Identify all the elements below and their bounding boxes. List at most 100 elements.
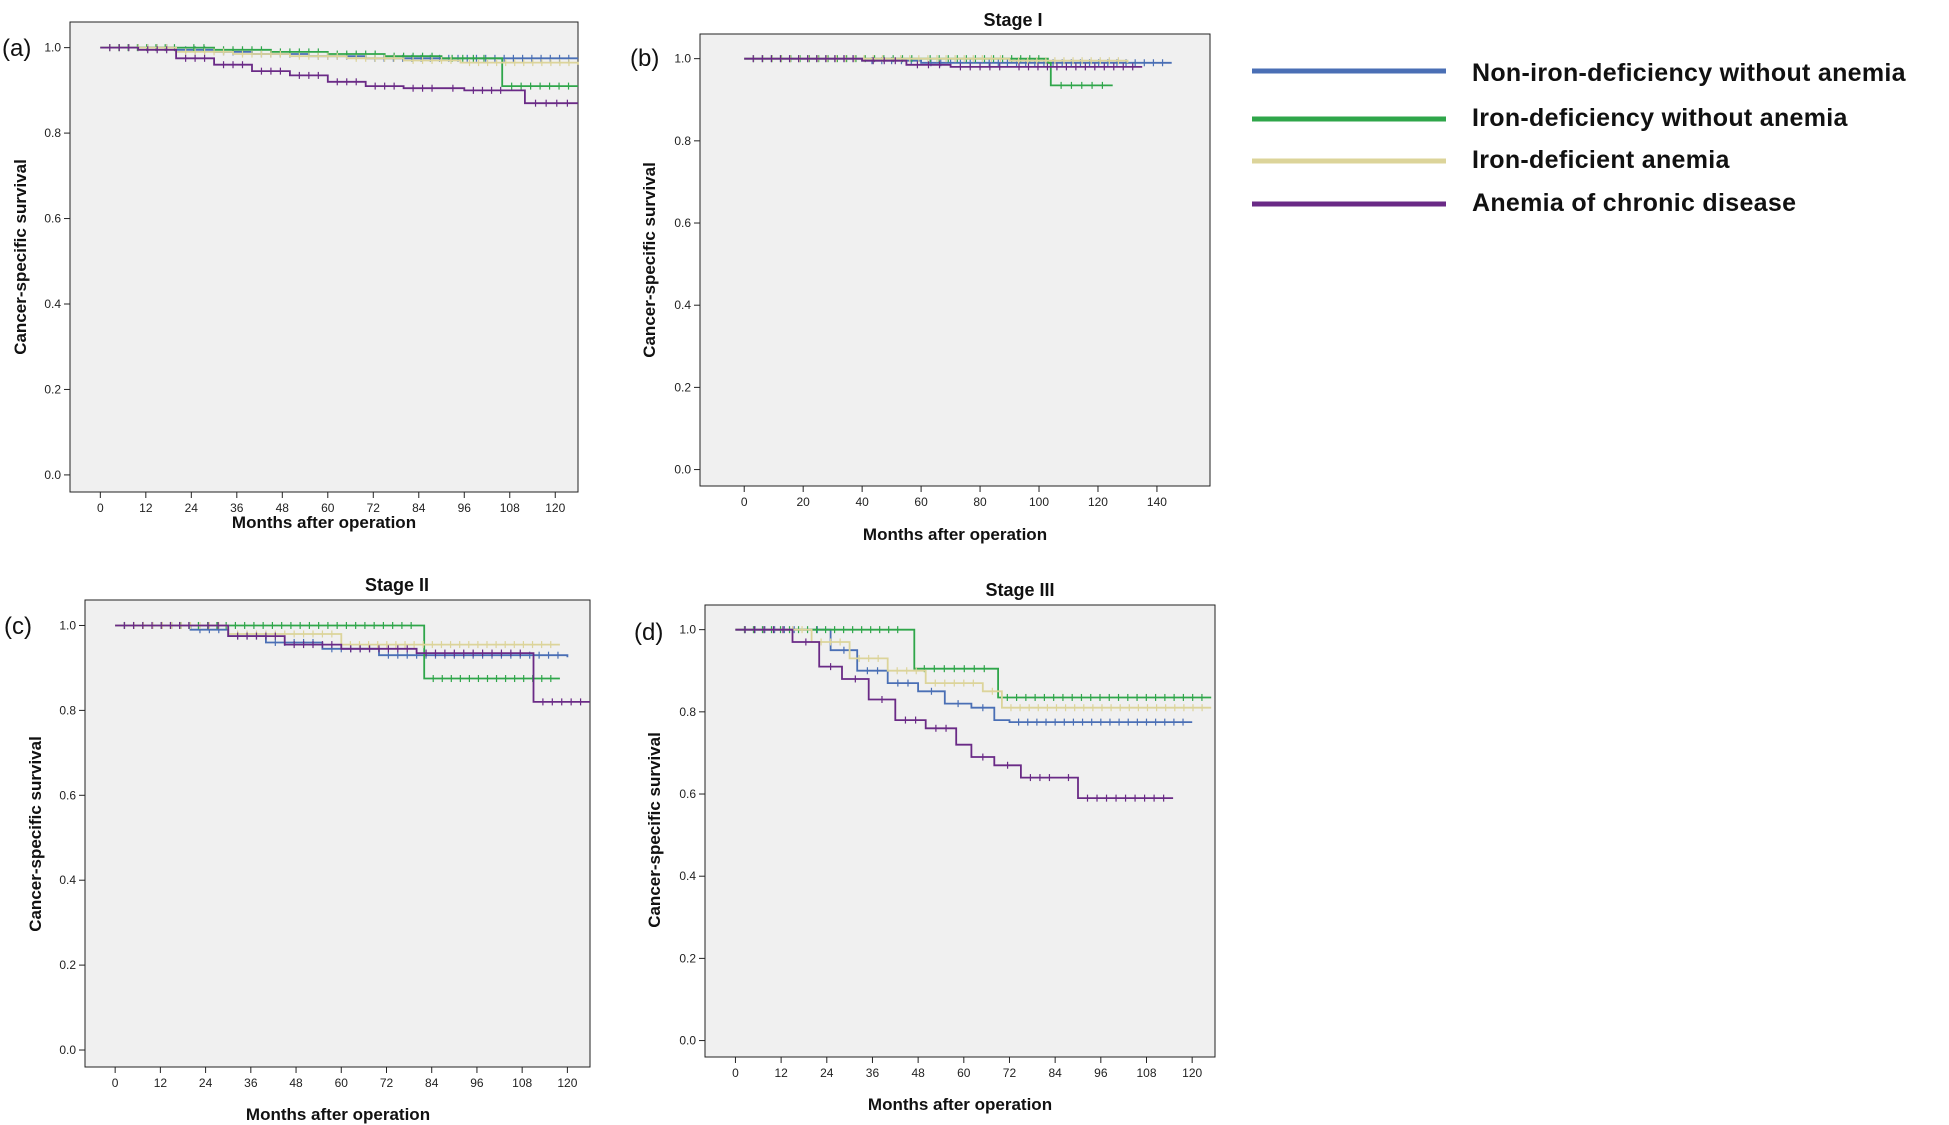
panel-c-title: Stage II	[365, 575, 429, 595]
x-tick-label: 36	[230, 501, 244, 515]
y-tick-label: 0.4	[674, 298, 691, 312]
x-tick-label: 120	[1088, 495, 1108, 509]
x-tick-label: 0	[112, 1076, 119, 1090]
x-tick-label: 72	[380, 1076, 394, 1090]
panel-a-series-group	[100, 44, 579, 107]
y-tick-label: 0.0	[679, 1034, 696, 1048]
x-tick-label: 48	[911, 1066, 925, 1080]
x-tick-label: 24	[185, 501, 199, 515]
y-tick-label: 0.6	[44, 212, 61, 226]
y-tick-label: 0.2	[679, 951, 696, 965]
panel-c-y-axis-title: Cancer-specific survival	[26, 736, 45, 932]
x-tick-label: 0	[741, 495, 748, 509]
panel-b-ticks: 0 20 40 60 80 100 120 140 0.0 0.2 0.4 0.6 0.8 1.0	[674, 52, 1167, 509]
panel-d-label: (d)	[634, 619, 663, 646]
y-tick-label: 0.0	[44, 468, 61, 482]
x-tick-label: 84	[1048, 1066, 1062, 1080]
y-tick-label: 0.6	[679, 787, 696, 801]
x-tick-label: 108	[512, 1076, 532, 1090]
x-tick-label: 12	[154, 1076, 168, 1090]
x-tick-label: 48	[276, 501, 290, 515]
survival-curve	[115, 624, 590, 703]
panel-d-plot-area	[704, 604, 1216, 1058]
y-tick-label: 0.2	[674, 380, 691, 394]
panel-b-series-group	[744, 55, 1172, 89]
panel-c-series-group	[115, 621, 590, 706]
x-tick-label: 12	[774, 1066, 788, 1080]
x-tick-label: 36	[866, 1066, 880, 1080]
panel-b-plot-area	[699, 33, 1211, 487]
survival-curve	[744, 57, 1129, 63]
x-tick-label: 84	[425, 1076, 439, 1090]
panel-c-label: (c)	[4, 613, 32, 640]
panel-d-x-axis-title: Months after operation	[868, 1095, 1052, 1114]
survival-curve	[115, 624, 569, 658]
x-tick-label: 48	[289, 1076, 303, 1090]
panel-b-title: Stage I	[983, 10, 1042, 30]
x-tick-label: 72	[367, 501, 381, 515]
x-tick-label: 120	[557, 1076, 577, 1090]
legend-label-iron-deficiency: Iron-deficiency without anemia	[1472, 104, 1849, 132]
x-tick-label: 84	[412, 501, 426, 515]
panel-d: Stage III (d) Months after operation Can…	[634, 580, 1216, 1114]
y-tick-label: 0.8	[679, 705, 696, 719]
panel-c-x-axis-title: Months after operation	[246, 1105, 430, 1124]
x-tick-label: 96	[458, 501, 472, 515]
survival-curve	[735, 628, 1174, 799]
panel-d-y-axis-title: Cancer-specific survival	[645, 732, 664, 928]
censor-marks	[123, 621, 582, 706]
x-tick-label: 120	[1182, 1066, 1202, 1080]
x-tick-label: 72	[1003, 1066, 1017, 1080]
x-tick-label: 140	[1147, 495, 1167, 509]
panel-a-ticks: 0 12 24 36 48 60 72 84 96 108 120 0.0 0.2 0.4 0.6 0.8 1.…	[44, 41, 565, 515]
panel-a: (a) Months after operation Cancer-specif…	[2, 21, 579, 532]
y-tick-label: 0.8	[59, 703, 76, 717]
panel-c: Stage II (c) Months after operation Canc…	[4, 575, 591, 1124]
survival-curve	[735, 628, 1193, 723]
legend-label-iron-deficient-anemia: Iron-deficient anemia	[1472, 146, 1731, 174]
x-tick-label: 108	[500, 501, 520, 515]
panel-c-ticks: 0 12 24 36 48 60 72 84 96 108 120 0.0 0.2 0.4 0.6 0.8 1.…	[59, 618, 577, 1090]
x-tick-label: 120	[545, 501, 565, 515]
panel-d-series-group	[735, 626, 1212, 802]
panel-a-x-axis-title: Months after operation	[232, 513, 416, 532]
y-tick-label: 1.0	[59, 618, 76, 632]
x-tick-label: 60	[914, 495, 928, 509]
panel-b: Stage I (b) Months after operation Cance…	[630, 10, 1211, 544]
panel-a-plot-area	[69, 21, 579, 493]
y-tick-label: 0.4	[679, 869, 696, 883]
x-tick-label: 100	[1029, 495, 1049, 509]
censor-marks	[752, 55, 1134, 71]
panel-b-x-axis-title: Months after operation	[863, 525, 1047, 544]
survival-curve	[100, 46, 578, 105]
x-tick-label: 80	[973, 495, 987, 509]
legend-label-non-iron-deficiency: Non-iron-deficiency without anemia	[1472, 59, 1907, 87]
x-tick-label: 0	[732, 1066, 739, 1080]
x-tick-label: 0	[97, 501, 104, 515]
x-tick-label: 12	[139, 501, 153, 515]
panel-a-y-axis-title: Cancer-specific survival	[11, 159, 30, 355]
censor-marks	[109, 44, 568, 107]
x-tick-label: 96	[1094, 1066, 1108, 1080]
y-tick-label: 0.4	[59, 873, 76, 887]
x-tick-label: 60	[321, 501, 335, 515]
panel-b-label: (b)	[630, 45, 659, 72]
panel-a-label: (a)	[2, 35, 31, 62]
y-tick-label: 1.0	[679, 623, 696, 637]
x-tick-label: 36	[244, 1076, 258, 1090]
panel-c-plot-area	[84, 599, 591, 1068]
y-tick-label: 0.2	[44, 382, 61, 396]
legend-label-anemia-chronic-disease: Anemia of chronic disease	[1472, 189, 1796, 217]
x-tick-label: 40	[855, 495, 869, 509]
y-tick-label: 0.4	[44, 297, 61, 311]
x-tick-label: 108	[1136, 1066, 1156, 1080]
y-tick-label: 0.8	[674, 134, 691, 148]
censor-marks	[744, 626, 1165, 802]
x-tick-label: 24	[199, 1076, 213, 1090]
y-tick-label: 1.0	[674, 52, 691, 66]
y-tick-label: 0.6	[674, 216, 691, 230]
panel-d-title: Stage III	[985, 580, 1054, 600]
x-tick-label: 96	[470, 1076, 484, 1090]
y-tick-label: 1.0	[44, 41, 61, 55]
